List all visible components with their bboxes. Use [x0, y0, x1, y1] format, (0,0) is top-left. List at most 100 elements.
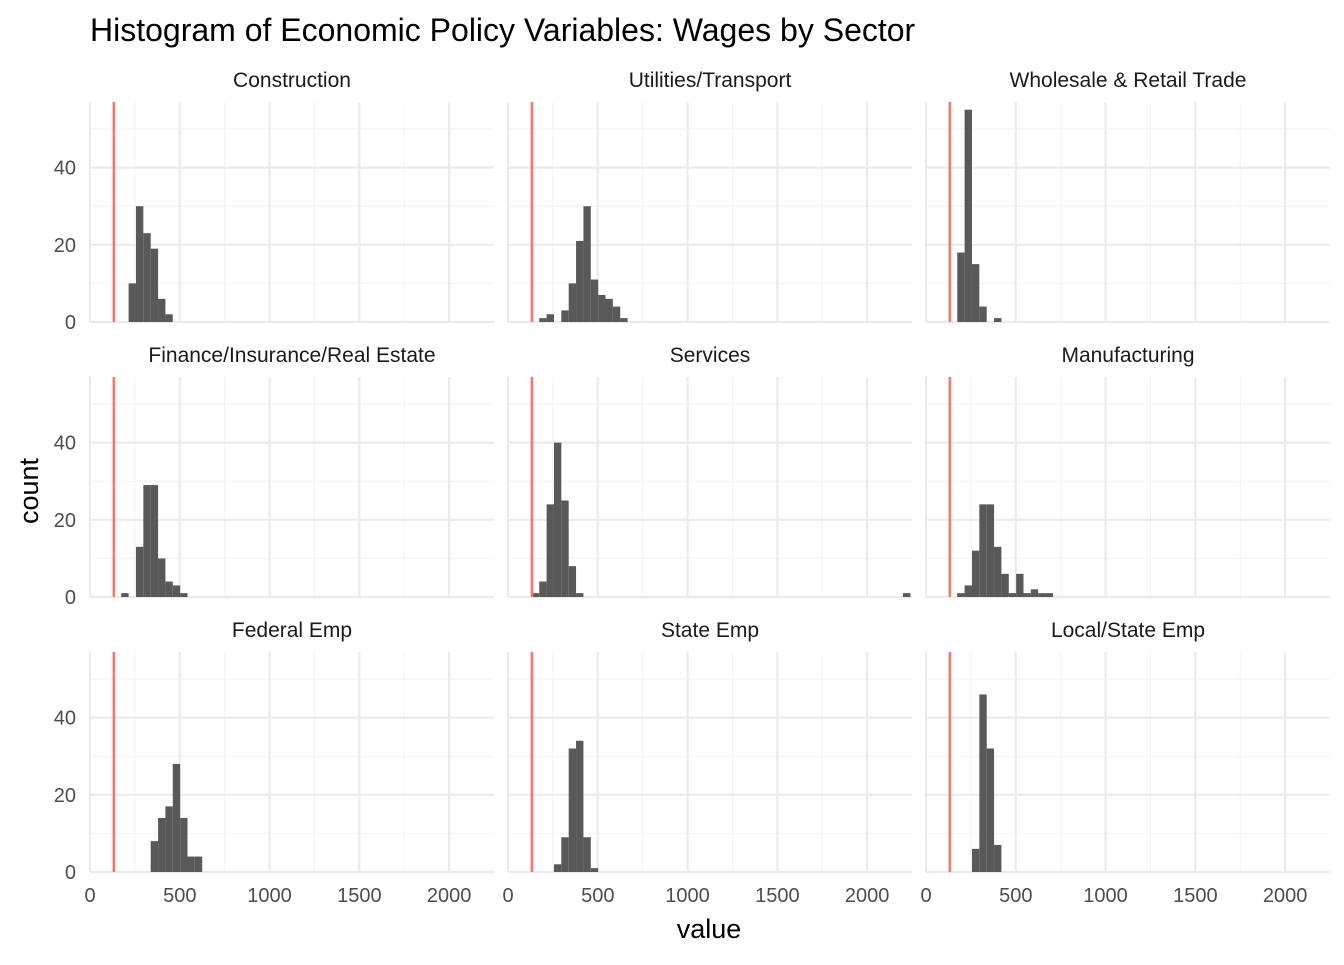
- histogram-bar: [553, 442, 562, 597]
- histogram-bar: [143, 485, 151, 597]
- histogram-bar: [971, 848, 980, 872]
- histogram-bar: [546, 314, 554, 322]
- histogram-bar: [994, 546, 1002, 597]
- histogram-bar: [964, 585, 972, 597]
- x-tick-label: 1500: [755, 885, 800, 907]
- histogram-bar: [1001, 573, 1009, 597]
- facet-panel: Local/State Emp 0 500 1000 1500 2000: [920, 619, 1330, 907]
- facet-strip-label: Wholesale & Retail Trade: [1010, 69, 1247, 92]
- histogram-bar: [121, 593, 129, 597]
- histogram-bar: [568, 748, 577, 872]
- facet-strip-label: State Emp: [661, 619, 759, 642]
- facet-panel: Construction 0 20 40: [54, 69, 494, 334]
- y-tick-label: 20: [54, 785, 76, 807]
- y-tick-label: 20: [54, 235, 76, 257]
- facet-panel: Wholesale & Retail Trade: [924, 69, 1330, 324]
- facet-panel: Manufacturing: [924, 344, 1330, 599]
- histogram-bar: [971, 264, 980, 322]
- x-tick-label: 1000: [1083, 885, 1128, 907]
- histogram-bar: [576, 740, 584, 872]
- histogram-bar: [583, 206, 591, 322]
- x-tick-label: 2000: [1263, 885, 1308, 907]
- histogram-bar: [620, 318, 628, 322]
- facet-strip-label: Manufacturing: [1061, 344, 1194, 367]
- histogram-bar: [135, 206, 144, 322]
- x-tick-label: 500: [163, 885, 196, 907]
- histogram-bar: [194, 856, 203, 872]
- histogram-bar: [568, 566, 577, 597]
- histogram-bar: [165, 314, 173, 322]
- histogram-bar: [561, 837, 569, 872]
- facet-panel: Services: [506, 344, 912, 599]
- histogram-bar: [539, 318, 547, 322]
- x-tick-label: 1000: [665, 885, 710, 907]
- histogram-bar: [531, 593, 540, 597]
- histogram-bar: [180, 817, 188, 872]
- x-tick-label: 1000: [247, 885, 292, 907]
- histogram-bar: [576, 240, 584, 322]
- histogram-bar: [598, 294, 606, 322]
- histogram-bar: [971, 550, 980, 597]
- facet-strip-label: Federal Emp: [232, 619, 352, 642]
- facet-strip-label: Services: [670, 344, 751, 367]
- histogram-bar: [590, 868, 599, 872]
- x-tick-label: 2000: [845, 885, 890, 907]
- histogram-bar: [590, 279, 599, 322]
- y-tick-label: 0: [65, 862, 76, 884]
- histogram-bar: [986, 748, 995, 872]
- histogram-bar: [994, 844, 1002, 872]
- x-tick-label: 500: [999, 885, 1032, 907]
- histogram-bar: [135, 546, 144, 597]
- y-tick-label: 40: [54, 433, 76, 455]
- x-tick-label: 0: [920, 885, 931, 907]
- facet-panel: Finance/Insurance/Real Estate 0 20 40: [54, 344, 494, 609]
- y-tick-label: 40: [54, 708, 76, 730]
- facet-strip-label: Utilities/Transport: [629, 69, 792, 92]
- x-tick-label: 1500: [337, 885, 382, 907]
- facet-panels: Construction 0 20 40 Utilities/Transport Whol…: [54, 69, 1330, 907]
- y-axis-label: count: [14, 457, 44, 524]
- histogram-bar: [187, 856, 195, 872]
- histogram-bar: [994, 318, 1002, 322]
- x-tick-label: 500: [581, 885, 614, 907]
- histogram-bar: [158, 558, 166, 597]
- histogram-bar: [172, 585, 181, 597]
- histogram-bar: [150, 248, 159, 322]
- histogram-bar: [172, 763, 181, 872]
- histogram-bar: [957, 252, 965, 322]
- facet-strip-label: Construction: [233, 69, 351, 92]
- histogram-bar: [1045, 593, 1053, 597]
- histogram-bar: [1023, 593, 1031, 597]
- histogram-bar: [979, 306, 987, 322]
- histogram-bar: [165, 581, 173, 597]
- histogram-bar: [957, 593, 965, 597]
- histogram-bar: [561, 310, 569, 322]
- facet-panel: Utilities/Transport: [506, 69, 912, 324]
- x-axis-label: value: [677, 914, 742, 944]
- facet-panel: State Emp 0 500 1000 1500 2000: [502, 619, 912, 907]
- histogram-bar: [986, 504, 995, 597]
- histogram-bar: [143, 233, 151, 322]
- histogram-bar: [583, 837, 591, 872]
- histogram-bar: [150, 841, 159, 872]
- histogram-bar: [539, 581, 547, 597]
- histogram-bar: [576, 593, 584, 597]
- histogram-bar: [1016, 573, 1024, 597]
- facet-strip-label: Finance/Insurance/Real Estate: [148, 344, 435, 367]
- histogram-bar: [1038, 593, 1046, 597]
- histogram-bar: [568, 283, 577, 322]
- chart-title: Histogram of Economic Policy Variables: …: [90, 12, 916, 48]
- histogram-bar: [1030, 589, 1039, 597]
- histogram-bar: [128, 283, 136, 322]
- facet-panel: Federal Emp 0 20 40 0 500 1000 1500 2000: [54, 619, 494, 907]
- histogram-bar: [546, 504, 554, 597]
- histogram-bar: [979, 504, 987, 597]
- histogram-bar: [979, 694, 987, 872]
- facet-strip-label: Local/State Emp: [1051, 619, 1205, 642]
- y-tick-label: 40: [54, 158, 76, 180]
- histogram-bar: [553, 864, 562, 872]
- histogram-bar: [165, 806, 173, 872]
- x-tick-label: 1500: [1173, 885, 1218, 907]
- histogram-bar: [158, 298, 166, 322]
